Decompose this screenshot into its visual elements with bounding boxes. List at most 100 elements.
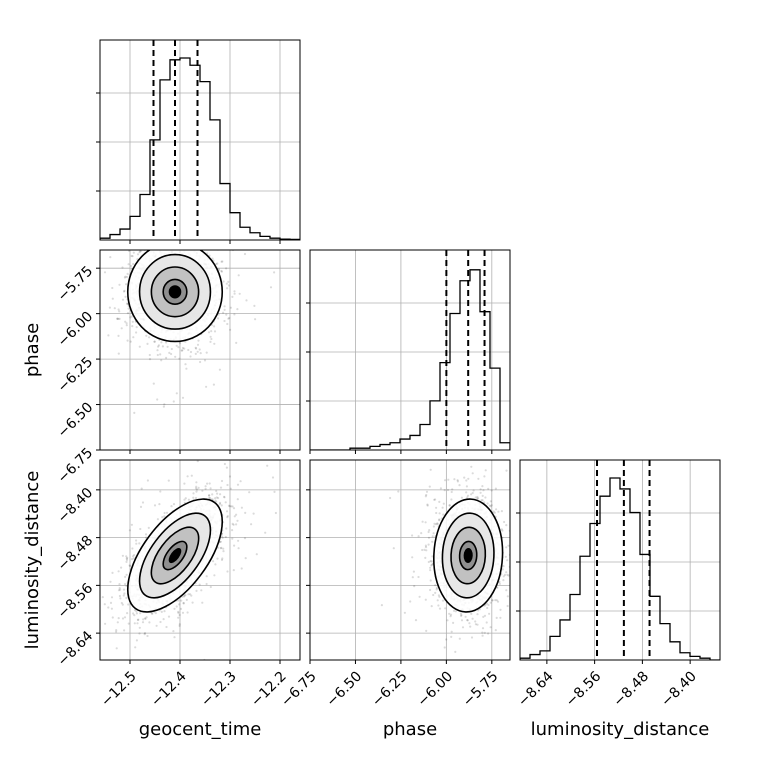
- sample-point: [159, 620, 162, 624]
- sample-point: [228, 475, 232, 478]
- sample-point: [165, 241, 167, 243]
- density-peak: [168, 285, 182, 299]
- sample-point: [505, 589, 508, 592]
- sample-point: [161, 516, 164, 519]
- sample-point: [190, 474, 193, 477]
- sample-point: [166, 345, 169, 348]
- sample-point: [200, 589, 203, 592]
- sample-point: [512, 502, 514, 504]
- sample-point: [179, 246, 181, 248]
- sample-point: [229, 487, 232, 490]
- sample-point: [178, 357, 181, 360]
- sample-point: [213, 330, 217, 333]
- sample-point: [417, 535, 420, 538]
- sample-point: [181, 349, 184, 352]
- sample-point: [233, 290, 236, 293]
- panel-frame: [99, 249, 301, 451]
- sample-point: [157, 345, 160, 348]
- sample-point: [113, 307, 116, 310]
- sample-point: [133, 614, 136, 617]
- sample-point: [158, 503, 161, 506]
- sample-point: [195, 589, 198, 593]
- sample-point: [411, 556, 414, 559]
- sample-point: [433, 498, 436, 501]
- sample-point: [421, 520, 424, 523]
- sample-point: [491, 599, 494, 602]
- sample-point: [505, 571, 508, 574]
- sample-point: [449, 613, 453, 616]
- sample-point: [438, 595, 441, 598]
- sample-point: [500, 528, 503, 531]
- sample-point: [427, 530, 430, 534]
- sample-point: [154, 612, 157, 615]
- sample-point: [153, 504, 157, 507]
- sample-point: [181, 396, 185, 399]
- sample-point: [118, 594, 121, 598]
- sample-point: [117, 334, 120, 337]
- sample-point: [221, 536, 224, 539]
- sample-point: [499, 608, 502, 611]
- sample-point: [49, 627, 51, 629]
- sample-point: [96, 589, 98, 591]
- sample-point: [122, 588, 126, 591]
- sample-point: [413, 585, 416, 588]
- sample-point: [145, 334, 148, 337]
- sample-point: [227, 317, 230, 320]
- sample-point: [225, 282, 228, 285]
- sample-point: [220, 558, 224, 562]
- sample-point: [264, 531, 267, 534]
- sample-point: [471, 617, 474, 620]
- sample-point: [189, 350, 193, 354]
- sample-point: [165, 341, 168, 344]
- sample-point: [221, 557, 224, 560]
- sample-point: [118, 317, 121, 320]
- sample-point: [177, 599, 180, 602]
- sample-point: [170, 352, 173, 356]
- sample-point: [172, 503, 176, 506]
- sample-point: [482, 489, 485, 492]
- sample-point: [114, 741, 116, 743]
- sample-point: [463, 476, 466, 479]
- sample-point: [138, 626, 141, 629]
- sample-point: [220, 269, 223, 273]
- sample-point: [483, 631, 486, 634]
- sample-point: [124, 583, 127, 586]
- sample-point: [144, 533, 148, 536]
- sample-point: [502, 575, 505, 578]
- sample-point: [230, 505, 233, 508]
- sample-point: [135, 326, 138, 329]
- sample-point: [512, 540, 514, 542]
- sample-point: [146, 342, 149, 345]
- sample-point: [205, 351, 208, 354]
- sample-point: [187, 348, 190, 352]
- panel-frame: [309, 249, 511, 451]
- sample-point: [156, 353, 159, 357]
- sample-point: [111, 286, 114, 290]
- sample-point: [123, 616, 127, 619]
- sample-point: [135, 539, 138, 542]
- sample-point: [433, 522, 436, 525]
- sample-point: [214, 563, 217, 566]
- sample-point: [226, 516, 229, 519]
- sample-point: [130, 558, 134, 561]
- sample-point: [116, 317, 119, 320]
- sample-point: [124, 320, 127, 323]
- sample-point: [231, 529, 234, 532]
- sample-point: [185, 241, 187, 243]
- sample-point: [266, 464, 269, 467]
- sample-point: [235, 523, 238, 526]
- sample-point: [131, 325, 134, 328]
- sample-point: [184, 594, 187, 597]
- sample-point: [103, 603, 106, 606]
- sample-point: [129, 564, 132, 568]
- sample-point: [129, 340, 132, 343]
- sample-point: [237, 539, 240, 542]
- sample-point: [165, 245, 167, 247]
- sample-point: [160, 610, 163, 614]
- sample-point: [492, 510, 495, 513]
- sample-point: [507, 544, 510, 547]
- sample-point: [162, 405, 165, 408]
- sample-point: [441, 506, 444, 509]
- sample-point: [219, 540, 222, 543]
- sample-point: [126, 302, 129, 305]
